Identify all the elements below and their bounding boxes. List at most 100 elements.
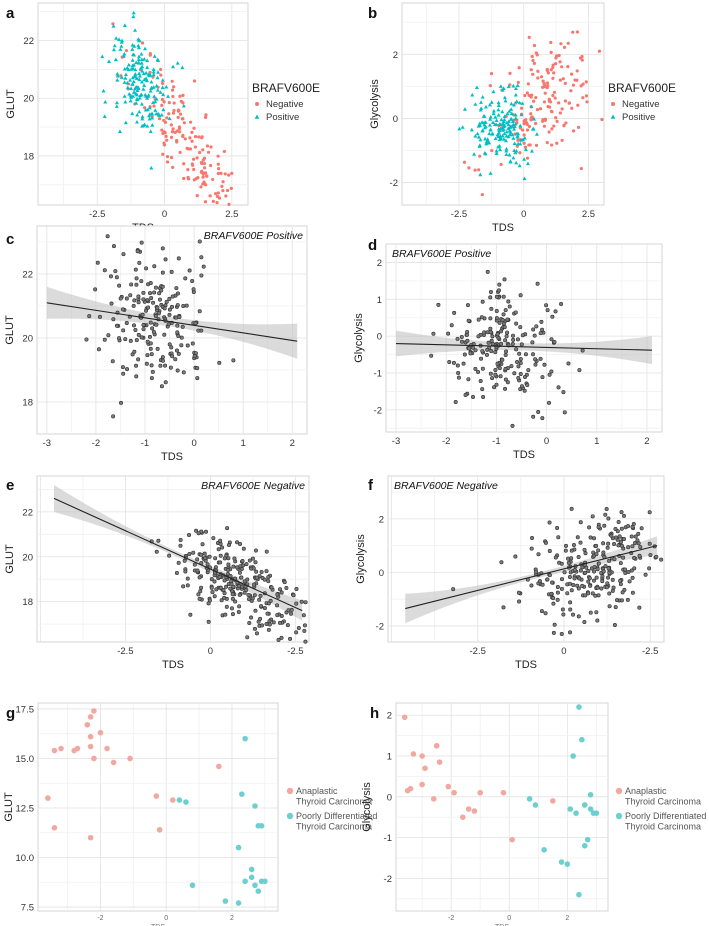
data-point <box>162 100 166 104</box>
data-point <box>599 586 604 591</box>
data-point <box>242 878 248 885</box>
data-point <box>555 590 560 595</box>
data-point <box>134 363 139 368</box>
data-point <box>511 155 516 160</box>
data-point <box>616 543 621 548</box>
data-point <box>149 86 154 90</box>
data-point <box>478 154 482 158</box>
data-point <box>121 371 126 376</box>
data-point <box>177 314 182 319</box>
data-point <box>518 123 523 128</box>
data-point <box>197 239 202 244</box>
data-point <box>551 601 556 606</box>
data-point <box>566 41 570 45</box>
series-anaplastic-thyroid-carcinoma <box>401 714 556 843</box>
data-point <box>175 61 180 65</box>
data-point <box>181 134 185 139</box>
data-point <box>205 562 210 567</box>
data-point <box>462 160 467 164</box>
data-point <box>150 123 155 127</box>
data-point <box>171 165 175 169</box>
data-point <box>501 121 506 126</box>
data-point <box>488 316 493 321</box>
data-point <box>170 130 175 134</box>
data-point <box>524 118 528 122</box>
data-point <box>501 86 506 90</box>
data-point <box>513 112 518 117</box>
data-point <box>532 333 537 338</box>
data-point <box>505 380 510 385</box>
data-point <box>97 314 102 319</box>
data-point <box>520 137 525 142</box>
data-point <box>561 390 566 395</box>
data-point <box>616 519 621 524</box>
data-point <box>152 104 156 108</box>
plot-area-h <box>395 702 609 912</box>
data-point <box>619 526 624 531</box>
data-point <box>522 141 526 145</box>
data-point <box>541 847 547 853</box>
x-tick-label: -1 <box>492 436 500 447</box>
data-point <box>175 303 180 308</box>
data-point <box>175 291 180 296</box>
data-point <box>559 577 564 582</box>
data-point <box>496 103 501 107</box>
data-point <box>520 333 525 338</box>
data-point <box>174 315 179 320</box>
data-point <box>175 138 179 143</box>
data-point <box>114 100 119 105</box>
data-point <box>248 866 255 873</box>
data-point <box>429 353 434 358</box>
data-point <box>569 588 574 593</box>
y-tick-label: 0 <box>377 332 382 343</box>
data-point <box>115 78 120 82</box>
data-point <box>488 117 493 121</box>
data-point <box>123 120 128 125</box>
data-point <box>136 294 141 299</box>
data-point <box>513 310 518 315</box>
data-point <box>482 114 487 118</box>
data-point <box>587 806 594 812</box>
panel-label-a: a <box>6 5 15 22</box>
data-point <box>186 168 190 172</box>
data-point <box>522 388 527 393</box>
data-point <box>506 122 511 127</box>
data-point <box>563 99 568 103</box>
data-point <box>570 612 575 617</box>
data-point <box>119 75 124 79</box>
data-point <box>218 553 223 558</box>
data-point <box>139 279 144 284</box>
data-point <box>518 293 523 298</box>
x-tick-label: 0 <box>164 915 168 922</box>
data-point <box>517 100 522 105</box>
data-point <box>259 569 264 574</box>
data-point <box>518 360 523 365</box>
x-axis-label: TDS <box>513 449 535 461</box>
data-point <box>156 826 163 833</box>
data-point <box>543 611 548 616</box>
data-point <box>291 593 296 598</box>
data-point <box>191 287 196 292</box>
legend-item-label: Positive <box>622 112 655 123</box>
data-point <box>558 111 562 115</box>
data-point <box>174 348 179 353</box>
data-point <box>193 135 198 139</box>
series-positive <box>429 269 585 428</box>
data-point <box>145 339 150 344</box>
x-axis-label: TDS <box>162 659 184 671</box>
data-point <box>136 45 141 50</box>
data-point <box>504 349 509 354</box>
data-point <box>163 120 168 124</box>
data-point <box>141 71 146 76</box>
x-tick-label: 0 <box>162 209 167 220</box>
data-point <box>122 66 127 71</box>
data-point <box>610 577 615 582</box>
data-point <box>200 136 204 140</box>
data-point <box>529 68 533 72</box>
data-point <box>549 68 553 72</box>
data-point <box>182 121 186 125</box>
data-point <box>216 547 221 552</box>
data-point <box>498 329 503 334</box>
data-point <box>139 61 144 65</box>
